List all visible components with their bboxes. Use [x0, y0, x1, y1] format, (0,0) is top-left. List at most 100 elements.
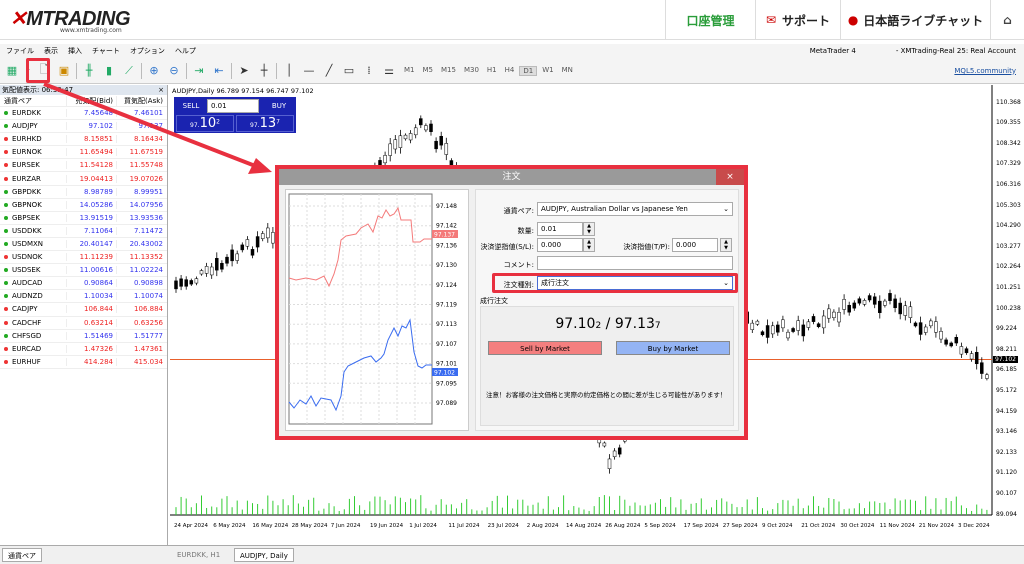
menu-item[interactable]: 挿入	[68, 47, 82, 55]
volume-stepper[interactable]: ▲ ▼	[583, 222, 595, 236]
bid-tag-bg	[432, 368, 458, 376]
table-row[interactable]: EURZAR 19.04413 19.07026	[0, 172, 167, 186]
table-row[interactable]: USDDKK 7.11064 7.11472	[0, 225, 167, 238]
table-row[interactable]: GBPDKK 8.98789 8.99951	[0, 186, 167, 199]
tab-audjpy[interactable]: AUDJPY, Daily	[234, 548, 294, 562]
fibonacci-icon[interactable]: ⚌	[384, 64, 394, 77]
menu-item[interactable]: オプション	[129, 47, 165, 55]
nav-support[interactable]: ✉ サポート	[755, 0, 840, 40]
menu-item[interactable]: ファイル	[6, 47, 34, 55]
table-row[interactable]: CADCHF 0.63214 0.63256	[0, 317, 167, 330]
table-row[interactable]: EURNOK 11.65494 11.67519	[0, 146, 167, 160]
table-row[interactable]: EURDKK 7.45648 7.46101	[0, 107, 167, 121]
cursor-icon[interactable]: ➤	[239, 64, 249, 77]
col-ask[interactable]: 買気配(Ask)	[116, 95, 166, 106]
symbol: AUDCAD	[12, 279, 43, 288]
profiles-icon[interactable]: ▣	[58, 64, 70, 77]
table-row[interactable]: CADJPY 106.844 106.884	[0, 303, 167, 317]
bid-cell: 11.11239	[66, 253, 116, 262]
bid-cell: 97.102	[66, 122, 116, 131]
candle-body	[444, 143, 449, 155]
text-icon[interactable]: ▭	[343, 64, 355, 77]
comment-input[interactable]	[537, 256, 733, 270]
menu-item[interactable]: 表示	[44, 47, 58, 55]
chart-shift-icon[interactable]: ⇤	[214, 64, 224, 77]
timeframe-W1[interactable]: W1	[542, 65, 554, 74]
table-row[interactable]: USDNOK 11.11239 11.13352	[0, 251, 167, 265]
sell-price[interactable]: 97.102	[176, 115, 234, 132]
table-row[interactable]: AUDNZD 1.10034 1.10074	[0, 290, 167, 304]
date-label: 30 Oct 2024	[840, 523, 875, 529]
timeframe-H4[interactable]: H4	[504, 65, 515, 74]
sell-button[interactable]: SELL	[182, 102, 200, 110]
table-row[interactable]: GBPSEK 13.91519 13.93536	[0, 212, 167, 225]
trendline-icon[interactable]: ╱	[325, 64, 333, 77]
home-button[interactable]: ⌂	[990, 0, 1024, 40]
table-row[interactable]: CHFSGD 1.51469 1.51777	[0, 330, 167, 343]
close-icon[interactable]: ×	[158, 86, 164, 94]
nav-live-chat[interactable]: ● 日本語ライブチャット	[840, 0, 990, 40]
auto-scroll-icon[interactable]: ⇥	[194, 64, 204, 77]
table-row[interactable]: EURSEK 11.54128 11.55748	[0, 159, 167, 173]
timeframe-M15[interactable]: M15	[441, 65, 456, 74]
sl-input[interactable]: 0.000	[537, 238, 583, 252]
table-row[interactable]: AUDCAD 0.90864 0.90898	[0, 277, 167, 291]
timeframe-H1[interactable]: H1	[486, 65, 497, 74]
buy-button[interactable]: BUY	[271, 102, 287, 110]
tab-eurdkk[interactable]: EURDKK, H1	[172, 548, 226, 562]
tp-stepper[interactable]: ▲ ▼	[720, 238, 732, 252]
lots-input[interactable]: 0.01	[207, 99, 259, 113]
grid-icon[interactable]: ⁞	[367, 64, 371, 77]
tp-input[interactable]: 0.000	[672, 238, 718, 252]
volume-input[interactable]: 0.01	[537, 222, 583, 236]
table-row[interactable]: USDMXN 20.40147 20.43002	[0, 238, 167, 252]
timeframe-MN[interactable]: MN	[561, 65, 573, 74]
symbol: EURHKD	[12, 135, 42, 144]
buy-price[interactable]: 97.137	[236, 115, 294, 132]
sl-stepper[interactable]: ▲ ▼	[583, 238, 595, 252]
candle-body	[806, 321, 811, 328]
sell-by-market-button[interactable]: Sell by Market	[488, 341, 602, 355]
up-arrow-icon	[4, 333, 8, 338]
candle-body	[801, 324, 806, 337]
menu-item[interactable]: チャート	[92, 47, 120, 55]
timeframe-M30[interactable]: M30	[463, 65, 479, 74]
up-arrow-icon	[4, 202, 8, 207]
zoom-in-icon[interactable]: ⊕	[149, 64, 159, 77]
xm-logo[interactable]: ✕MTRADING	[10, 8, 131, 30]
bar-chart-icon[interactable]: ╫	[85, 64, 93, 77]
symbol-cell: EURNOK	[0, 148, 66, 156]
menu-item[interactable]: ヘルプ	[174, 47, 196, 55]
zoom-out-icon[interactable]: ⊖	[169, 64, 179, 77]
new-order-icon[interactable]: 🗋	[39, 63, 49, 76]
home-icon: ⌂	[1003, 13, 1012, 27]
nav-account[interactable]: 口座管理	[665, 0, 755, 40]
table-row[interactable]: USDSEK 11.00616 11.02224	[0, 264, 167, 278]
candle-body	[617, 447, 622, 455]
new-chart-icon[interactable]: ▦	[6, 64, 18, 77]
close-button[interactable]: ×	[716, 169, 744, 185]
table-row[interactable]: EURHUF 414.284 415.034	[0, 356, 167, 369]
bid-quote: 97.10	[555, 316, 596, 332]
highlight-order-type	[492, 273, 738, 293]
timeframe-D1[interactable]: D1	[519, 65, 538, 76]
table-row[interactable]: GBPNOK 14.05286 14.07956	[0, 199, 167, 212]
table-row[interactable]: AUDJPY 97.102 97.137	[0, 120, 167, 134]
col-bid[interactable]: 売気配(Bid)	[66, 95, 116, 106]
candle-chart-icon[interactable]: ▮	[105, 64, 113, 77]
crosshair-icon[interactable]: ┼	[260, 64, 268, 77]
line-chart-icon[interactable]: ⟋	[125, 63, 133, 77]
vertical-line-icon[interactable]: │	[285, 64, 293, 77]
table-row[interactable]: EURCAD 1.47326 1.47361	[0, 343, 167, 356]
col-symbol[interactable]: 通貨ペア	[4, 96, 32, 105]
horizontal-line-icon[interactable]: —	[303, 64, 315, 77]
buy-by-market-button[interactable]: Buy by Market	[616, 341, 730, 355]
table-row[interactable]: EURHKD 8.15851 8.16434	[0, 133, 167, 147]
timeframe-M5[interactable]: M5	[422, 65, 434, 74]
timeframe-M1[interactable]: M1	[404, 65, 415, 74]
bid-cell: 1.51469	[66, 331, 116, 340]
mql5-link[interactable]: MQL5.community	[954, 66, 1016, 75]
symbol-select[interactable]: AUDJPY, Australian Dollar vs Japanese Ye…	[537, 202, 733, 216]
order-type-select[interactable]: 成行注文 ⌄	[537, 276, 733, 290]
tab-symbols[interactable]: 通貨ペア	[2, 548, 42, 562]
